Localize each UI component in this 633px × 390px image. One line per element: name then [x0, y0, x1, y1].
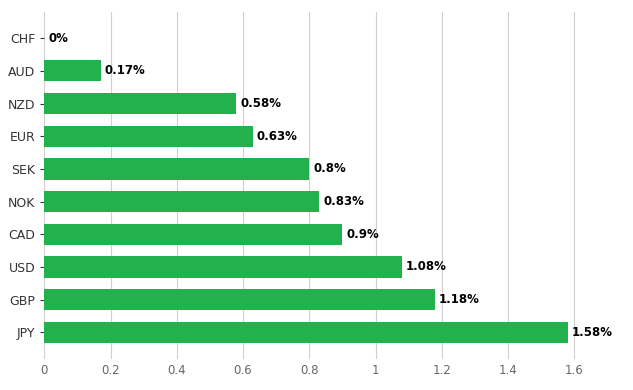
Text: 1.08%: 1.08% — [406, 261, 447, 273]
Bar — [44, 289, 435, 310]
Text: 0.63%: 0.63% — [257, 130, 298, 143]
Bar — [44, 322, 568, 343]
Text: 0%: 0% — [48, 32, 68, 44]
Bar — [44, 256, 402, 278]
Text: 0.83%: 0.83% — [323, 195, 364, 208]
Text: 1.58%: 1.58% — [572, 326, 613, 339]
Bar — [44, 158, 310, 179]
Text: 0.17%: 0.17% — [104, 64, 146, 77]
Text: 0.9%: 0.9% — [346, 228, 379, 241]
Text: 0.58%: 0.58% — [241, 97, 282, 110]
Bar — [44, 60, 101, 82]
Bar — [44, 191, 319, 212]
Bar — [44, 93, 236, 114]
Text: 1.18%: 1.18% — [439, 293, 480, 306]
Text: 0.8%: 0.8% — [313, 162, 346, 176]
Bar — [44, 224, 342, 245]
Bar — [44, 126, 253, 147]
